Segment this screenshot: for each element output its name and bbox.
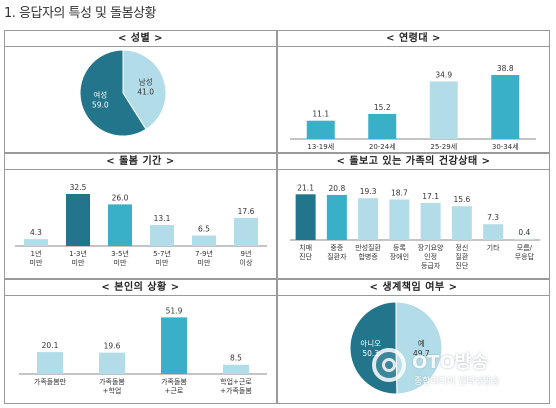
age-category-label: 25-29세 bbox=[430, 142, 457, 151]
care-category-label: 1년 미만 bbox=[30, 249, 43, 267]
health-category-label: 정신 질환 진단 bbox=[455, 243, 468, 270]
gender-pie-slice bbox=[79, 49, 147, 137]
care-bar bbox=[66, 194, 90, 246]
health-value-label: 20.8 bbox=[329, 184, 346, 193]
gender-slice-value: 59.0 bbox=[92, 101, 109, 110]
care-category-label: 5-7년 미만 bbox=[153, 249, 171, 267]
age-value-label: 11.1 bbox=[312, 110, 329, 119]
health-category-label: 만성질환 합병증 bbox=[355, 243, 381, 261]
care-value-label: 6.5 bbox=[198, 225, 210, 234]
age-bar bbox=[429, 81, 458, 139]
care-bar bbox=[234, 217, 258, 246]
econ-slice-label: 아니오 bbox=[360, 338, 381, 348]
self-situation-chart-panel: < 본인의 상황 > 20.1 가족돌봄만 19.6 가족돌봄 +학업 51.9 가족돌봄 +… bbox=[4, 279, 277, 404]
care-category-label: 3-5년 미만 bbox=[111, 249, 129, 267]
health-bar bbox=[483, 224, 504, 240]
family-health-chart-panel: < 돌보고 있는 가족의 건강상태 > 21.1 치매 진단 20.8 중증 질환자 19.… bbox=[277, 153, 550, 279]
care-category-label: 7-9년 미만 bbox=[195, 249, 213, 267]
health-value-label: 19.3 bbox=[360, 187, 377, 196]
family-health-bar-chart: 21.1 치매 진단 20.8 중증 질환자 19.3 만성질환 합병증 18.7 등록 장애인 17.… bbox=[290, 183, 540, 270]
self-category-label: 학업+근로 +가족돌봄 bbox=[220, 377, 252, 395]
self-situation-chart-title: < 본인의 상황 > bbox=[5, 280, 276, 296]
self-value-label: 51.9 bbox=[166, 306, 183, 315]
health-value-label: 17.1 bbox=[422, 192, 439, 201]
care-period-bar-chart: 4.3 1년 미만 32.5 1-3년 미만 26.0 3-5년 미만 13.1 5-7년 미만 6.5… bbox=[15, 183, 267, 267]
age-value-label: 15.2 bbox=[374, 103, 391, 112]
self-value-label: 20.1 bbox=[42, 341, 59, 350]
self-bar bbox=[37, 352, 63, 374]
econ-slice-label: 예 bbox=[418, 338, 425, 348]
care-period-chart-title: < 돌봄 기간 > bbox=[5, 154, 276, 170]
age-category-label: 30-34세 bbox=[492, 142, 519, 151]
health-category-label: 장기요양 인정 등급자 bbox=[418, 243, 444, 270]
care-bar bbox=[108, 204, 132, 246]
care-category-label: 1-3년 미만 bbox=[69, 249, 87, 267]
self-value-label: 19.6 bbox=[104, 342, 121, 351]
health-bar bbox=[514, 239, 535, 240]
watermark-subtitle: 종합미디어 인터넷방송 bbox=[414, 377, 500, 387]
care-value-label: 32.5 bbox=[70, 183, 87, 192]
care-value-label: 13.1 bbox=[154, 214, 171, 223]
econ-pie-slice bbox=[395, 301, 443, 395]
age-category-label: 20-24세 bbox=[369, 142, 396, 151]
care-bar bbox=[24, 239, 48, 246]
gender-chart-panel: < 성별 > 남성 41.0 여성 59.0 bbox=[4, 30, 277, 153]
health-value-label: 21.1 bbox=[297, 183, 314, 192]
self-bar bbox=[161, 317, 187, 374]
self-bar bbox=[99, 352, 125, 374]
watermark-name: OTO방송 bbox=[412, 352, 489, 373]
health-bar bbox=[295, 194, 316, 240]
age-bar bbox=[491, 74, 520, 139]
health-bar bbox=[420, 202, 441, 240]
health-bar bbox=[451, 206, 472, 240]
health-category-label: 중증 질환자 bbox=[327, 244, 347, 261]
self-value-label: 8.5 bbox=[230, 354, 242, 363]
livelihood-chart-title: < 생계책임 여부 > bbox=[278, 280, 549, 296]
self-situation-bar-chart: 20.1 가족돌봄만 19.6 가족돌봄 +학업 51.9 가족돌봄 +근로 8.5 학업+근로 +… bbox=[19, 306, 267, 395]
watermark: OTO방송 종합미디어 인터넷방송 bbox=[372, 344, 552, 396]
econ-slice-value: 49.7 bbox=[413, 349, 430, 358]
care-category-label: 9년 이상 bbox=[240, 249, 253, 267]
age-chart-title: < 연령대 > bbox=[278, 31, 549, 47]
self-category-label: 가족돌봄 +근로 bbox=[161, 377, 187, 395]
health-value-label: 7.3 bbox=[487, 213, 499, 222]
self-category-label: 가족돌봄 +학업 bbox=[99, 377, 125, 395]
gender-slice-label: 여성 bbox=[93, 90, 107, 100]
care-value-label: 26.0 bbox=[112, 193, 129, 202]
broadcast-logo-icon bbox=[372, 348, 406, 382]
self-category-label: 가족돌봄만 bbox=[34, 377, 67, 386]
livelihood-chart-panel: < 생계책임 여부 > 예 49.7 아니오 50.3 bbox=[277, 279, 550, 404]
care-period-chart-panel: < 돌봄 기간 > 4.3 1년 미만 32.5 1-3년 미만 26.0 3-5년 미만 13.… bbox=[4, 153, 277, 279]
health-category-label: 치매 진단 bbox=[299, 243, 312, 261]
care-bar bbox=[150, 225, 174, 246]
health-value-label: 18.7 bbox=[391, 188, 408, 197]
health-category-label: 모름/무응답 bbox=[515, 244, 535, 261]
health-category-label: 등록 장애인 bbox=[390, 244, 409, 261]
age-value-label: 34.9 bbox=[435, 70, 452, 79]
age-value-label: 38.8 bbox=[497, 64, 514, 73]
econ-slice-value: 50.3 bbox=[362, 349, 379, 358]
age-bar bbox=[306, 120, 335, 139]
page-title: 1. 응답자의 특성 및 돌봄상황 bbox=[4, 6, 157, 21]
health-value-label: 0.4 bbox=[518, 228, 530, 237]
gender-slice-value: 41.0 bbox=[137, 87, 154, 96]
gender-chart-title: < 성별 > bbox=[5, 31, 276, 47]
health-bar bbox=[358, 198, 379, 240]
care-bar bbox=[192, 235, 216, 246]
family-health-chart-title: < 돌보고 있는 가족의 건강상태 > bbox=[278, 154, 549, 170]
age-category-label: 13-19세 bbox=[307, 142, 334, 151]
care-value-label: 17.6 bbox=[238, 207, 255, 216]
care-value-label: 4.3 bbox=[30, 228, 42, 237]
gender-slice-label: 남성 bbox=[139, 77, 153, 86]
self-bar bbox=[223, 364, 249, 374]
age-bar bbox=[368, 113, 397, 139]
health-bar bbox=[389, 199, 410, 240]
health-bar bbox=[326, 194, 347, 240]
health-category-label: 기타 bbox=[487, 243, 500, 252]
health-value-label: 15.6 bbox=[454, 195, 471, 204]
age-chart-panel: < 연령대 > 11.1 13-19세 15.2 20-24세 34.9 25-29세 38… bbox=[277, 30, 550, 153]
age-bar-chart: 11.1 13-19세 15.2 20-24세 34.9 25-29세 38.8 30-34세 bbox=[290, 64, 536, 151]
